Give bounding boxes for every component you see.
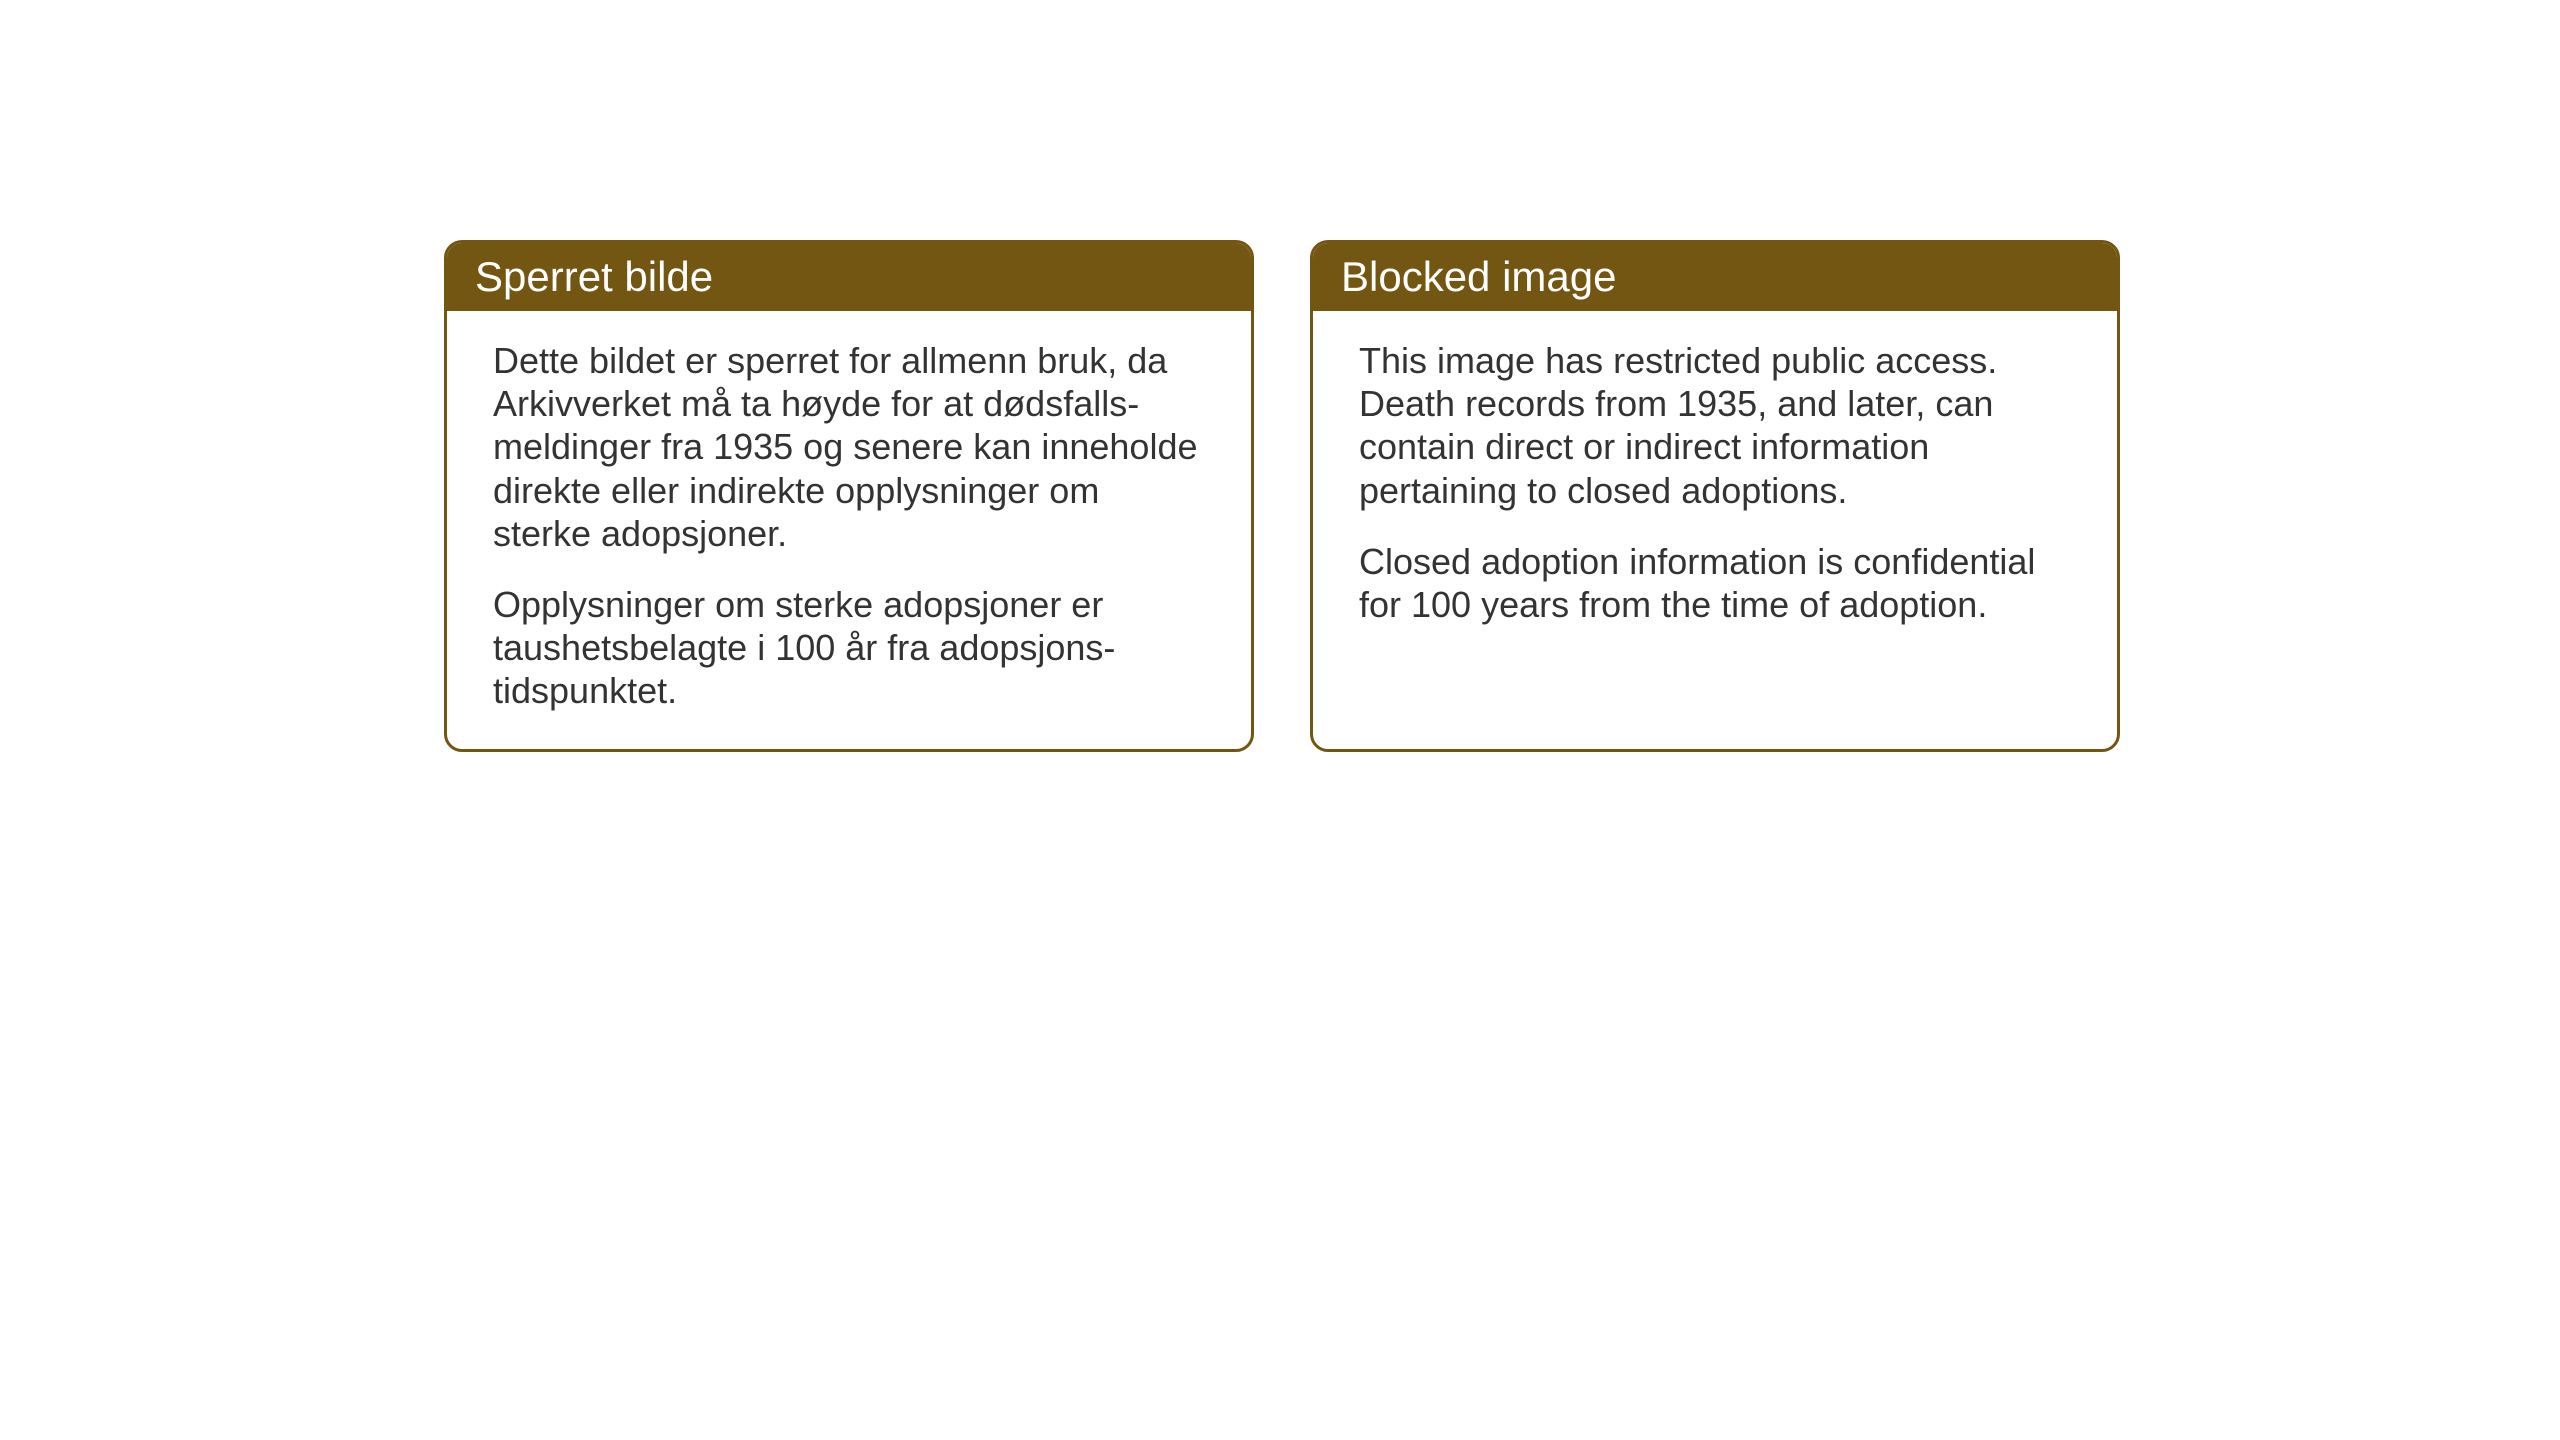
card-header-norwegian: Sperret bilde — [447, 243, 1251, 311]
card-title-english: Blocked image — [1341, 253, 1616, 300]
card-body-norwegian: Dette bildet er sperret for allmenn bruk… — [447, 311, 1251, 749]
card-paragraph-2-norwegian: Opplysninger om sterke adopsjoner er tau… — [493, 583, 1205, 713]
notice-cards-container: Sperret bilde Dette bildet er sperret fo… — [444, 240, 2120, 752]
notice-card-norwegian: Sperret bilde Dette bildet er sperret fo… — [444, 240, 1254, 752]
card-paragraph-1-norwegian: Dette bildet er sperret for allmenn bruk… — [493, 339, 1205, 555]
card-header-english: Blocked image — [1313, 243, 2117, 311]
card-paragraph-1-english: This image has restricted public access.… — [1359, 339, 2071, 512]
card-title-norwegian: Sperret bilde — [475, 253, 713, 300]
notice-card-english: Blocked image This image has restricted … — [1310, 240, 2120, 752]
card-paragraph-2-english: Closed adoption information is confident… — [1359, 540, 2071, 626]
card-body-english: This image has restricted public access.… — [1313, 311, 2117, 662]
